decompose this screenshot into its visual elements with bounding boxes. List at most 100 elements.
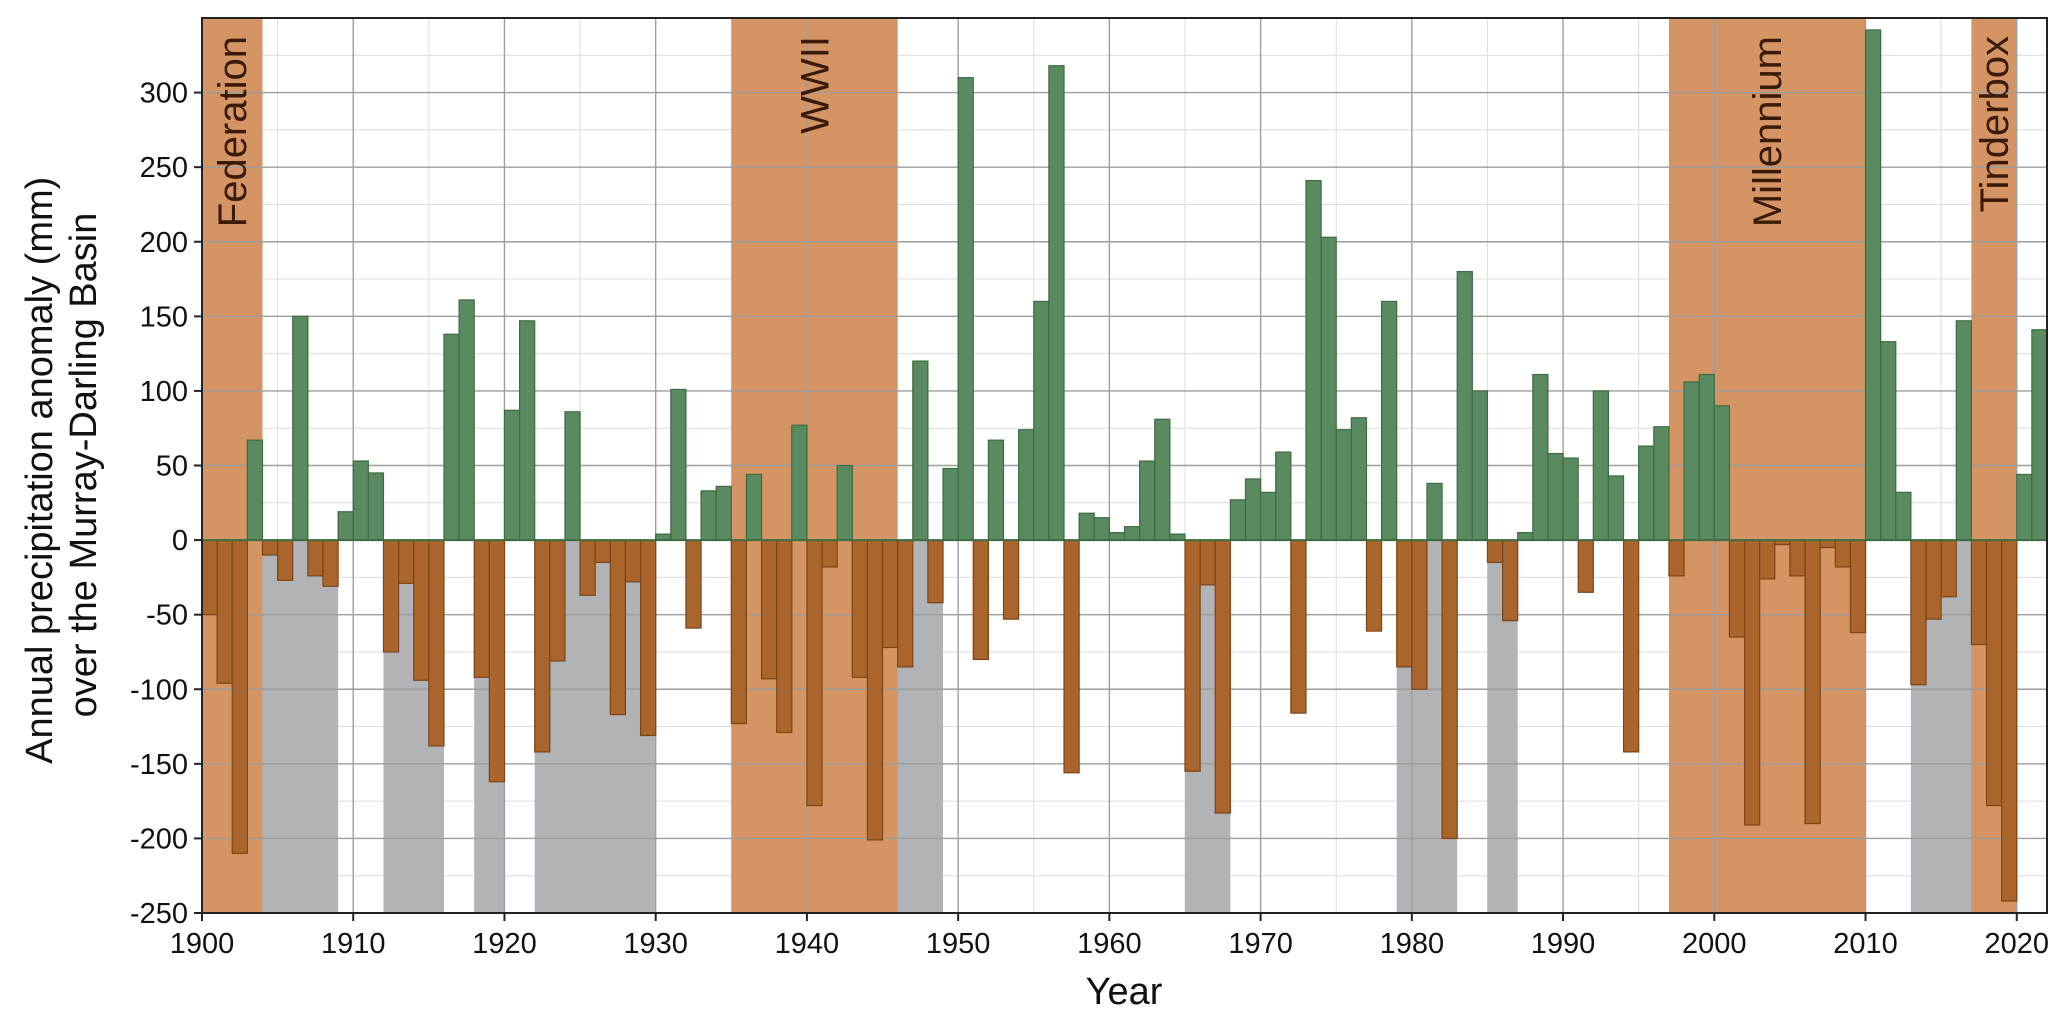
x-tick-label: 1910 [321,928,386,960]
y-tick-label: 0 [172,525,188,557]
bar-1975 [1335,429,1352,541]
drought-label: WWII [793,36,837,134]
bar-2008 [1834,539,1852,568]
bar-2014 [1925,539,1942,620]
bar-1914 [413,539,430,681]
y-tick-label: 250 [140,152,188,184]
bar-1956 [1048,65,1065,541]
bar-2006 [1804,539,1821,825]
bar-1905 [277,539,294,581]
bar-1974 [1320,236,1337,541]
y-tick-label: -250 [130,898,188,930]
y-tick-label: 100 [140,376,188,408]
bar-2009 [1849,539,1867,634]
bar-1936 [745,473,763,541]
bar-1943 [851,539,869,678]
bar-1925 [579,539,596,596]
x-tick-label: 1950 [926,928,991,960]
bar-1924 [564,411,581,541]
bar-1921 [518,320,536,541]
bar-2013 [1910,539,1927,686]
x-tick-label: 1930 [623,928,688,960]
bar-1927 [609,539,627,716]
bar-1981 [1426,482,1443,541]
x-tick-label: 2020 [1984,928,2049,960]
bar-1915 [428,539,445,747]
bar-1973 [1305,179,1322,541]
bar-1979 [1396,539,1413,668]
x-tick-label: 2000 [1682,928,1747,960]
y-axis-title: Annual precipitation anomaly (mm) over t… [19,166,105,764]
bar-2005 [1789,539,1806,577]
bar-1903 [246,439,264,541]
bar-1946 [897,539,914,668]
bar-1910 [352,460,369,541]
bar-2007 [1819,539,1836,549]
bar-1932 [685,539,702,629]
bar-1938 [776,539,793,734]
y-tick-label: -50 [146,600,188,632]
bar-1923 [549,539,566,662]
bar-1926 [594,539,611,564]
bar-1911 [367,472,385,541]
anomaly-bars [201,29,2048,902]
bar-1999 [1698,373,1715,541]
y-tick-label: -100 [130,674,188,706]
bar-1977 [1365,539,1383,632]
bar-1972 [1290,539,1307,714]
bar-1996 [1653,426,1670,541]
bar-2015 [1940,539,1957,598]
bar-1970 [1260,491,1277,541]
x-axis-title: Year [1086,971,1163,1013]
bar-1980 [1411,539,1428,690]
bar-1990 [1562,457,1579,541]
bar-2011 [1880,341,1897,541]
bar-2002 [1743,539,1761,826]
bar-2018 [1985,539,2003,807]
bar-1976 [1350,417,1368,541]
bar-1957 [1063,539,1080,774]
bar-1916 [443,333,460,541]
x-tick-label: 1940 [775,928,840,960]
bar-1941 [821,539,838,568]
drought-label: Millennium [1746,36,1790,227]
bar-1940 [806,539,823,807]
bar-1912 [382,539,400,653]
bar-1989 [1547,452,1564,541]
bar-1997 [1668,539,1685,577]
bar-1953 [1002,539,1020,620]
bar-2012 [1895,491,1912,541]
x-tick-label: 2010 [1833,928,1898,960]
x-tick-label: 1970 [1228,928,1293,960]
y-tick-label: 150 [140,301,188,333]
bar-1944 [866,539,884,841]
bar-1986 [1501,539,1519,622]
bar-1939 [791,424,808,541]
bar-1933 [700,490,717,541]
bar-1994 [1622,539,1640,753]
bar-2016 [1955,320,1972,541]
bar-2019 [2001,539,2018,902]
bar-1955 [1033,300,1050,541]
bar-1908 [322,539,339,587]
bar-1937 [760,539,778,680]
bar-2020 [2016,473,2033,541]
bar-1984 [1471,390,1489,541]
bar-1901 [216,539,233,684]
bar-1968 [1229,499,1247,541]
bar-1969 [1244,478,1262,541]
bar-1928 [624,539,642,583]
bar-1983 [1456,270,1473,541]
bar-1995 [1638,445,1655,541]
y-axis-ticks: -250 -200 -150 -100 -50 0 50 100 150 200 250 300 [130,78,202,930]
x-axis-ticks: 1900 1910 1920 1930 1940 1950 1960 1970 1980 1990… [170,913,2049,960]
x-tick-label: 1900 [170,928,235,960]
y-tick-label: -150 [130,749,188,781]
bar-1963 [1154,418,1171,541]
drought-period-labels: Federation WWII Millennium Tinderbox [211,36,2017,227]
bar-1949 [942,467,959,541]
bar-1931 [670,388,687,541]
bar-1966 [1199,539,1216,586]
bar-1992 [1592,390,1610,541]
